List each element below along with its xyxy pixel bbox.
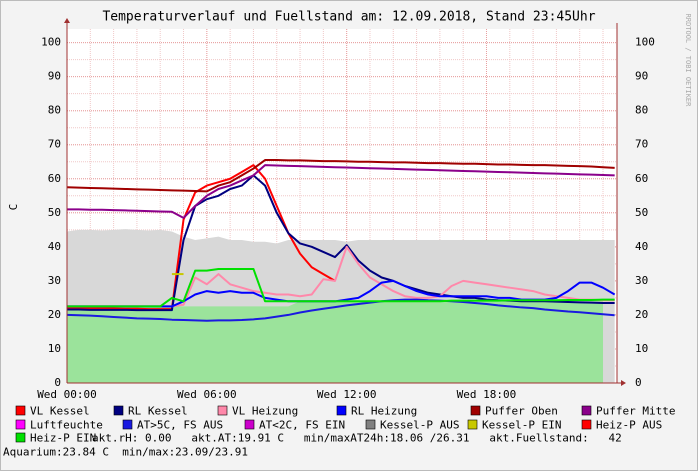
y2-tick-label: 10 (635, 342, 648, 355)
y-tick-label: 30 (48, 274, 61, 287)
legend-swatch (244, 419, 255, 430)
y2-tick-label: 70 (635, 138, 648, 151)
y-tick-label: 40 (48, 240, 61, 253)
y-tick-label: 100 (41, 36, 61, 49)
legend-swatch (15, 405, 26, 416)
legend-swatch (217, 405, 228, 416)
legend-label: VL Kessel (30, 405, 90, 418)
legend-swatch (122, 419, 133, 430)
series-line (66, 159, 615, 193)
legend-label: Kessel-P AUS (380, 419, 459, 432)
y2-tick-label: 90 (635, 70, 648, 83)
y2-tick-label: 0 (635, 376, 642, 389)
y-tick-label: 50 (48, 206, 61, 219)
legend-label: RL Kessel (128, 405, 188, 418)
legend-swatch (336, 405, 347, 416)
axis-arrow (64, 18, 70, 23)
y2-tick-label: 80 (635, 104, 648, 117)
y-tick-label: 70 (48, 138, 61, 151)
chart-title: Temperaturverlauf und Fuellstand am: 12.… (102, 10, 595, 25)
y-tick-label: 20 (48, 308, 61, 321)
info-line: akt.rH: 0.00 akt.AT:19.91 C min/maxAT24h… (92, 432, 622, 445)
legend-label: Heiz-P AUS (596, 419, 662, 432)
y-tick-label: 90 (48, 70, 61, 83)
x-tick-label: Wed 18:00 (457, 388, 517, 401)
legend-swatch (581, 419, 592, 430)
legend-label: Luftfeuchte (30, 419, 103, 432)
y-tick-label: 60 (48, 172, 61, 185)
legend-swatch (15, 419, 26, 430)
y2-tick-label: 40 (635, 240, 648, 253)
x-tick-label: Wed 00:00 (37, 388, 97, 401)
legend-label: Heiz-P EIN (30, 432, 96, 445)
series-line (67, 164, 336, 311)
y-tick-label: 10 (48, 342, 61, 355)
legend-swatch (467, 419, 478, 430)
axis-arrow (621, 380, 626, 386)
legend-label: AT>5C, FS AUS (137, 419, 223, 432)
y2-tick-label: 100 (635, 36, 655, 49)
x-tick-label: Wed 12:00 (317, 388, 377, 401)
legend-label: Kessel-P EIN (482, 419, 561, 432)
y2-tick-label: 50 (635, 206, 648, 219)
legend-swatch (581, 405, 592, 416)
series-line (67, 267, 615, 308)
legend-swatch (113, 405, 124, 416)
series-line (67, 164, 615, 219)
legend-label: Puffer Oben (485, 405, 558, 418)
legend-label: VL Heizung (232, 405, 298, 418)
series-line (66, 298, 615, 322)
legend-label: RL Heizung (351, 405, 417, 418)
y2-tick-label: 30 (635, 274, 648, 287)
legend-swatch (365, 419, 376, 430)
y-tick-label: 80 (48, 104, 61, 117)
y2-tick-label: 20 (635, 308, 648, 321)
legend-swatch (15, 432, 26, 443)
area (67, 301, 604, 383)
series-line (67, 174, 615, 312)
legend-swatch (470, 405, 481, 416)
info-line: Aquarium:23.84 C min/max:23.09/23.91 (3, 446, 248, 459)
y-axis-label: C (7, 204, 20, 211)
y2-tick-label: 60 (635, 172, 648, 185)
x-tick-label: Wed 06:00 (177, 388, 237, 401)
watermark: RRDTOOL / TOBI OETIKER (684, 14, 692, 108)
y-tick-label: 0 (54, 376, 61, 389)
legend-label: AT<2C, FS EIN (259, 419, 345, 432)
legend-label: Puffer Mitte (596, 405, 675, 418)
